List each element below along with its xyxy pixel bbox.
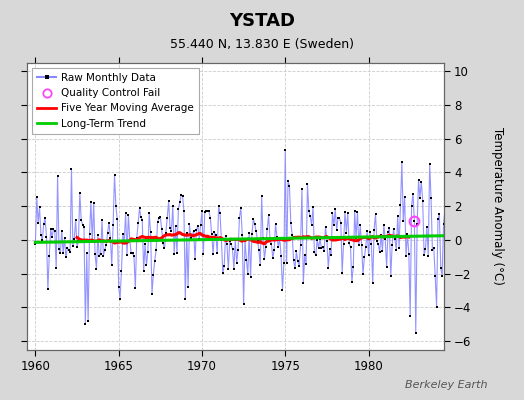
Text: Berkeley Earth: Berkeley Earth <box>405 380 487 390</box>
Text: 55.440 N, 13.830 E (Sweden): 55.440 N, 13.830 E (Sweden) <box>170 38 354 51</box>
Y-axis label: Temperature Anomaly (°C): Temperature Anomaly (°C) <box>491 127 504 285</box>
Legend: Raw Monthly Data, Quality Control Fail, Five Year Moving Average, Long-Term Tren: Raw Monthly Data, Quality Control Fail, … <box>32 68 200 134</box>
Text: YSTAD: YSTAD <box>229 12 295 30</box>
